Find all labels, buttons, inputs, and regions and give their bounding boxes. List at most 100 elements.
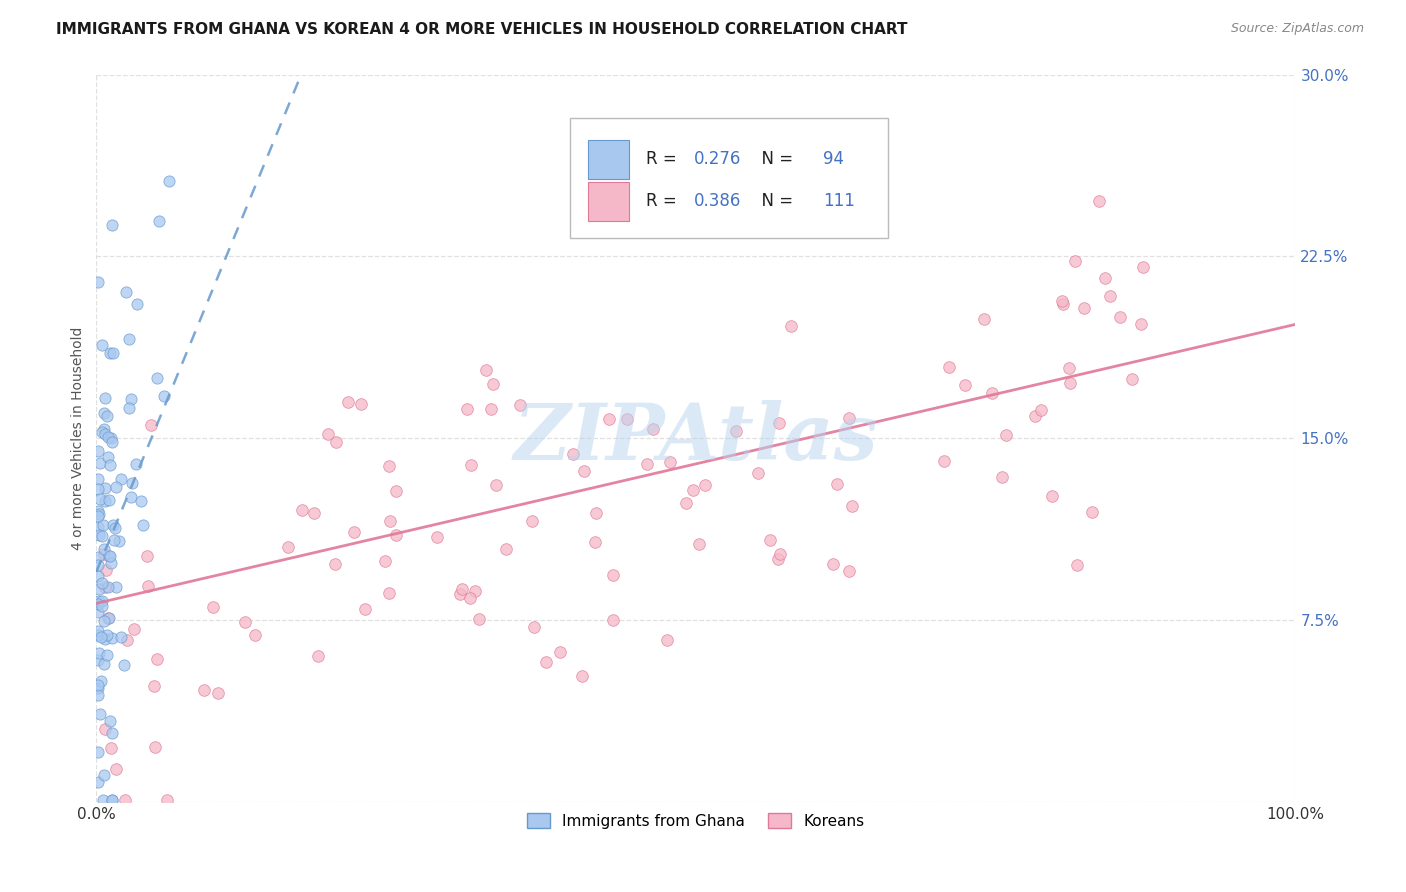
Point	[97, 611, 120, 625]
Point	[97, 450, 120, 465]
Point	[115, 633, 138, 648]
Point	[693, 478, 716, 492]
Point	[602, 613, 624, 627]
Point	[938, 360, 960, 375]
Text: ZIPAtlas: ZIPAtlas	[513, 401, 879, 476]
Point	[145, 371, 167, 385]
Point	[343, 524, 366, 539]
FancyBboxPatch shape	[588, 140, 628, 179]
Point	[87, 678, 110, 692]
Point	[522, 514, 544, 528]
Point	[112, 658, 135, 673]
Point	[482, 376, 505, 391]
Point	[243, 627, 266, 641]
Point	[114, 285, 136, 299]
Point	[89, 707, 111, 722]
Point	[675, 496, 697, 510]
Point	[325, 435, 347, 450]
Point	[1066, 558, 1088, 572]
Point	[464, 584, 486, 599]
Point	[89, 491, 111, 506]
Point	[90, 425, 112, 439]
Point	[768, 417, 790, 431]
Point	[87, 681, 110, 695]
Point	[479, 402, 502, 417]
Point	[823, 557, 845, 571]
Point	[87, 504, 110, 518]
Point	[94, 563, 117, 577]
Point	[378, 514, 401, 528]
Point	[825, 477, 848, 491]
Point	[93, 614, 115, 628]
Point	[1088, 194, 1111, 209]
Point	[1064, 253, 1087, 268]
Point	[291, 503, 314, 517]
Point	[548, 645, 571, 659]
Text: R =: R =	[645, 192, 682, 210]
Point	[108, 533, 131, 548]
Point	[90, 630, 112, 644]
Point	[98, 458, 121, 472]
Point	[87, 653, 110, 667]
Point	[1132, 260, 1154, 274]
Point	[973, 311, 995, 326]
Point	[94, 580, 117, 594]
Point	[96, 648, 118, 663]
Point	[86, 550, 108, 565]
Point	[572, 464, 595, 478]
Point	[336, 395, 359, 409]
Point	[585, 506, 607, 520]
Point	[148, 214, 170, 228]
Point	[509, 398, 531, 412]
Point	[86, 520, 108, 534]
Point	[571, 669, 593, 683]
Point	[98, 346, 121, 360]
Point	[769, 547, 792, 561]
Text: N =: N =	[751, 192, 799, 210]
Point	[152, 390, 174, 404]
Point	[86, 597, 108, 611]
Point	[104, 521, 127, 535]
Point	[93, 541, 115, 556]
Point	[141, 418, 163, 433]
Point	[93, 422, 115, 436]
Point	[460, 458, 482, 472]
Point	[86, 628, 108, 642]
Point	[90, 674, 112, 689]
Point	[426, 530, 449, 544]
Point	[87, 275, 110, 289]
Point	[468, 612, 491, 626]
Point	[91, 576, 114, 591]
Point	[131, 494, 153, 508]
Point	[277, 540, 299, 554]
Point	[86, 443, 108, 458]
Point	[598, 411, 620, 425]
Point	[125, 457, 148, 471]
Point	[97, 493, 120, 508]
Point	[120, 490, 142, 504]
Point	[86, 472, 108, 486]
Point	[1108, 310, 1130, 325]
Point	[96, 627, 118, 641]
Point	[90, 337, 112, 351]
Point	[583, 534, 606, 549]
Point	[100, 740, 122, 755]
Point	[101, 435, 124, 450]
Point	[86, 558, 108, 572]
Point	[97, 549, 120, 563]
Point	[90, 599, 112, 614]
Point	[643, 422, 665, 436]
Point	[534, 656, 557, 670]
Point	[91, 594, 114, 608]
Point	[995, 428, 1018, 442]
Point	[485, 478, 508, 492]
Point	[86, 606, 108, 620]
Point	[100, 556, 122, 570]
Point	[193, 683, 215, 698]
Point	[100, 793, 122, 807]
Point	[93, 657, 115, 672]
Point	[523, 620, 546, 634]
Point	[93, 405, 115, 419]
Text: IMMIGRANTS FROM GHANA VS KOREAN 4 OR MORE VEHICLES IN HOUSEHOLD CORRELATION CHAR: IMMIGRANTS FROM GHANA VS KOREAN 4 OR MOR…	[56, 22, 908, 37]
Point	[103, 533, 125, 547]
